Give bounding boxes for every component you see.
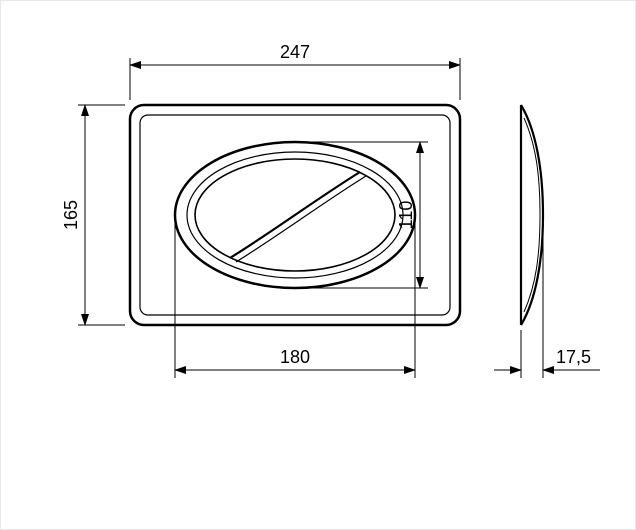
dim-overall-height-label: 165 — [61, 200, 81, 230]
dim-button-width-label: 180 — [280, 347, 310, 367]
dim-overall-width-label: 247 — [280, 42, 310, 62]
dim-button-height: 110 — [300, 142, 428, 288]
dim-button-width: 180 — [175, 220, 415, 378]
side-view — [521, 105, 543, 325]
drawing-canvas: { "type": "engineering-dimension-drawing… — [0, 0, 636, 530]
technical-drawing: 247 165 180 110 17,5 — [0, 0, 636, 530]
dim-button-height-label: 110 — [396, 201, 416, 230]
button-split — [230, 172, 360, 258]
dim-overall-width: 247 — [130, 42, 460, 100]
dim-depth-label: 17,5 — [556, 347, 591, 367]
button-split-gap — [236, 176, 366, 262]
dim-depth: 17,5 — [494, 220, 600, 378]
dim-overall-height: 165 — [61, 105, 125, 325]
